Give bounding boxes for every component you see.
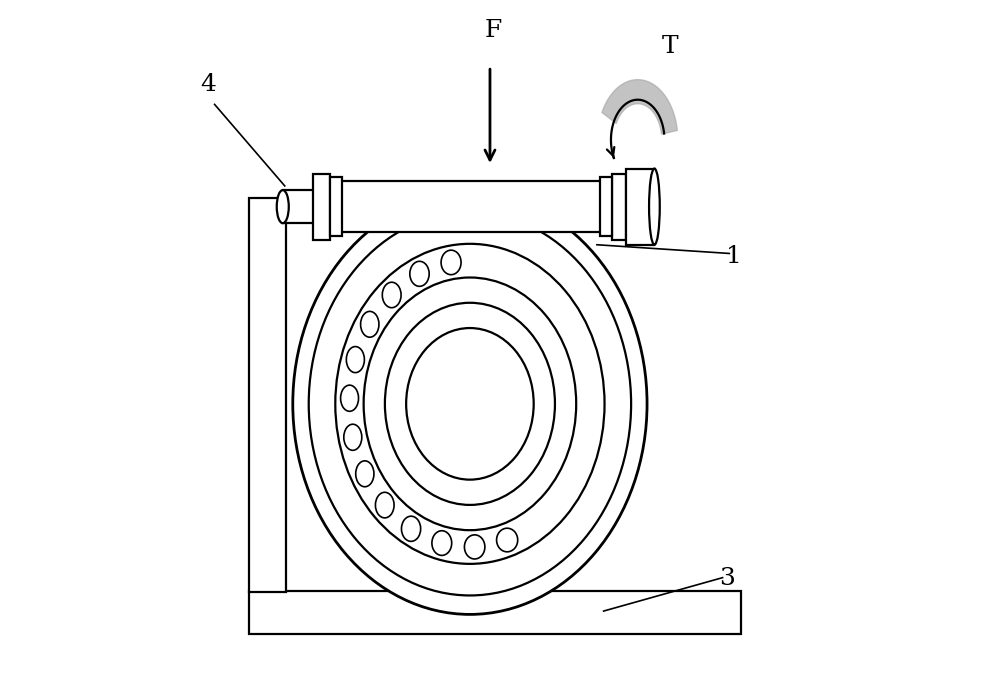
Bar	[626, 168, 654, 245]
Text: 1: 1	[726, 245, 742, 268]
Ellipse shape	[649, 168, 660, 245]
Ellipse shape	[335, 244, 605, 564]
Bar	[612, 174, 626, 240]
Ellipse shape	[375, 492, 394, 518]
Text: T: T	[662, 35, 679, 58]
Polygon shape	[602, 80, 677, 134]
Text: 3: 3	[719, 568, 735, 590]
Ellipse shape	[361, 311, 379, 337]
Ellipse shape	[385, 303, 555, 505]
Ellipse shape	[309, 212, 631, 595]
Bar	[249, 198, 286, 592]
Bar	[283, 190, 316, 223]
Bar	[313, 174, 330, 240]
Ellipse shape	[432, 530, 452, 555]
Ellipse shape	[293, 193, 647, 615]
Bar	[600, 177, 612, 236]
Ellipse shape	[464, 535, 485, 559]
Ellipse shape	[406, 328, 534, 480]
Ellipse shape	[410, 262, 429, 286]
Ellipse shape	[356, 461, 374, 487]
Ellipse shape	[382, 282, 401, 308]
Ellipse shape	[346, 346, 364, 373]
Ellipse shape	[344, 424, 362, 450]
Text: F: F	[485, 20, 502, 42]
Bar	[330, 177, 342, 236]
Ellipse shape	[364, 278, 576, 530]
Ellipse shape	[277, 190, 289, 223]
Ellipse shape	[401, 516, 421, 541]
Ellipse shape	[441, 250, 461, 275]
Bar	[316, 181, 624, 232]
Ellipse shape	[341, 385, 359, 411]
Bar	[249, 591, 741, 634]
Ellipse shape	[497, 528, 518, 552]
Text: 4: 4	[200, 73, 216, 96]
